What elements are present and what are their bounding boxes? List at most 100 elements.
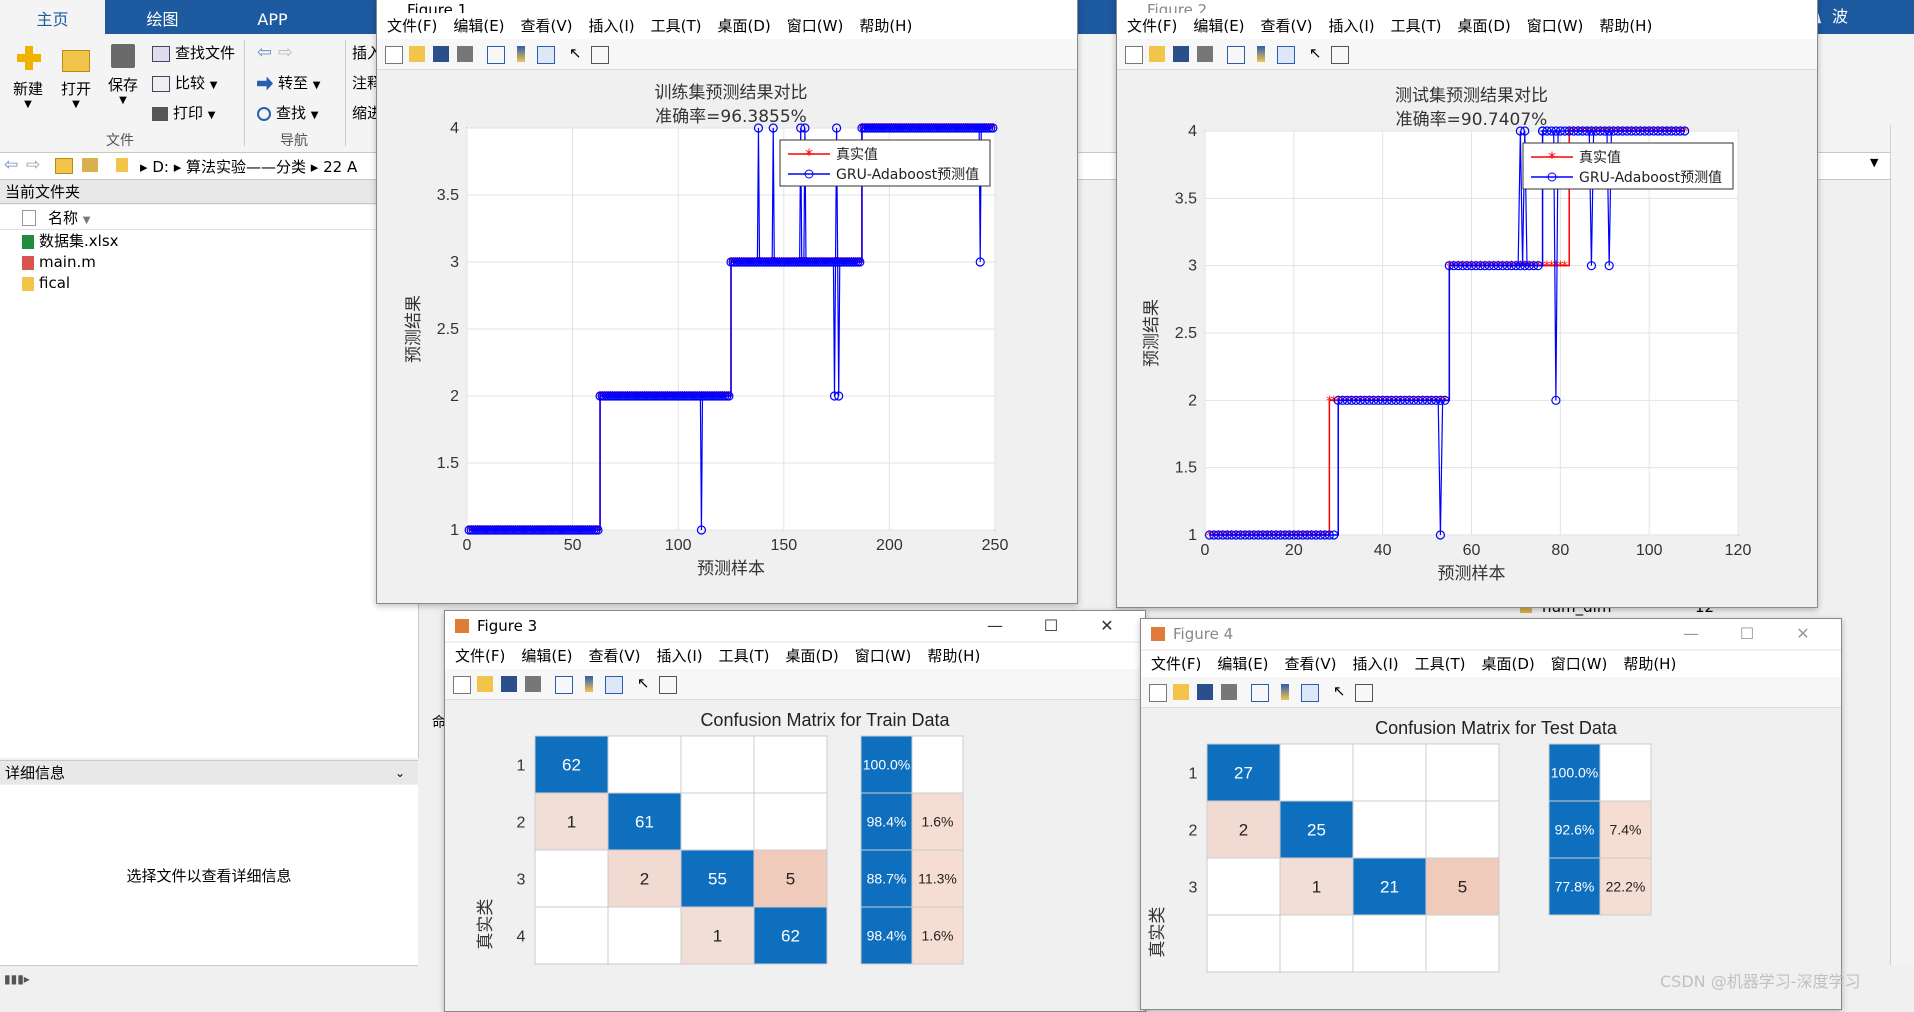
maximize-icon[interactable]: ☐ bbox=[1043, 616, 1059, 635]
menu-view[interactable]: 查看(V) bbox=[520, 17, 573, 35]
save-button[interactable]: 保存 ▼ bbox=[103, 44, 143, 106]
menu-view[interactable]: 查看(V) bbox=[588, 647, 641, 665]
save-figure-icon[interactable] bbox=[501, 676, 517, 692]
menu-insert[interactable]: 插入(I) bbox=[588, 17, 635, 35]
find-files-button[interactable]: 查找文件 bbox=[152, 42, 235, 63]
menu-tools[interactable]: 工具(T) bbox=[650, 17, 702, 35]
tab-apps[interactable]: APP bbox=[220, 0, 325, 34]
link-plot-icon[interactable] bbox=[1227, 46, 1245, 64]
menu-help[interactable]: 帮助(H) bbox=[1599, 17, 1653, 35]
menu-edit[interactable]: 编辑(E) bbox=[521, 647, 573, 665]
tab-plots[interactable]: 绘图 bbox=[110, 0, 215, 34]
breadcrumb-folder1[interactable]: 算法实验——分类 bbox=[186, 158, 307, 176]
print-figure-icon[interactable] bbox=[1197, 46, 1213, 62]
save-figure-icon[interactable] bbox=[1173, 46, 1189, 62]
legend-icon[interactable] bbox=[1277, 46, 1295, 64]
file-item[interactable]: 数据集.xlsx bbox=[22, 231, 119, 251]
back-forward-buttons[interactable]: ⇦ ⇨ bbox=[257, 42, 293, 63]
print-figure-icon[interactable] bbox=[457, 46, 473, 62]
insert-button[interactable]: 插入 bbox=[352, 42, 382, 63]
menu-insert[interactable]: 插入(I) bbox=[1328, 17, 1375, 35]
open-file-icon[interactable] bbox=[1173, 684, 1189, 700]
save-figure-icon[interactable] bbox=[1197, 684, 1213, 700]
menu-insert[interactable]: 插入(I) bbox=[1352, 655, 1399, 673]
menu-edit[interactable]: 编辑(E) bbox=[453, 17, 505, 35]
pointer-icon[interactable]: ↖ bbox=[1333, 682, 1346, 700]
menu-view[interactable]: 查看(V) bbox=[1260, 17, 1313, 35]
print-figure-icon[interactable] bbox=[525, 676, 541, 692]
menu-insert[interactable]: 插入(I) bbox=[656, 647, 703, 665]
details-header[interactable]: 详细信息 ⌄ bbox=[0, 760, 418, 784]
menu-window[interactable]: 窗口(W) bbox=[786, 17, 844, 35]
name-column-header[interactable]: 名称 ▼ bbox=[48, 207, 91, 228]
breadcrumb-folder2[interactable]: 22 A bbox=[323, 158, 358, 176]
close-icon[interactable]: ✕ bbox=[1100, 616, 1114, 635]
colorbar-icon[interactable] bbox=[517, 46, 525, 62]
open-file-icon[interactable] bbox=[409, 46, 425, 62]
up-folder-icon[interactable] bbox=[55, 158, 73, 174]
menu-help[interactable]: 帮助(H) bbox=[927, 647, 981, 665]
new-figure-icon[interactable] bbox=[1149, 684, 1167, 702]
file-item[interactable]: fical bbox=[22, 273, 70, 293]
back-arrow-icon[interactable]: ⇦ bbox=[257, 42, 273, 63]
new-button[interactable]: 新建 ▼ bbox=[8, 44, 48, 110]
browse-folder-icon[interactable] bbox=[82, 158, 98, 172]
property-editor-icon[interactable] bbox=[591, 46, 609, 64]
right-scrollbar[interactable] bbox=[1890, 125, 1914, 965]
menu-tools[interactable]: 工具(T) bbox=[718, 647, 770, 665]
chevron-down-icon[interactable]: ⌄ bbox=[395, 766, 406, 780]
link-plot-icon[interactable] bbox=[1251, 684, 1269, 702]
menu-help[interactable]: 帮助(H) bbox=[859, 17, 913, 35]
property-editor-icon[interactable] bbox=[1331, 46, 1349, 64]
menu-desktop[interactable]: 桌面(D) bbox=[1457, 17, 1511, 35]
menu-window[interactable]: 窗口(W) bbox=[1550, 655, 1608, 673]
find-button[interactable]: 查找 ▼ bbox=[257, 102, 319, 123]
menu-edit[interactable]: 编辑(E) bbox=[1217, 655, 1269, 673]
legend-icon[interactable] bbox=[605, 676, 623, 694]
address-dropdown-icon[interactable]: ▼ bbox=[1870, 156, 1879, 169]
pointer-icon[interactable]: ↖ bbox=[1309, 44, 1322, 62]
figure1-window[interactable]: Figure 1 文件(F) 编辑(E) 查看(V) 插入(I) 工具(T) 桌面(D) 窗… bbox=[376, 0, 1078, 604]
forward-arrow-icon[interactable]: ⇨ bbox=[277, 42, 293, 63]
property-editor-icon[interactable] bbox=[659, 676, 677, 694]
goto-button[interactable]: 转至 ▼ bbox=[257, 72, 321, 93]
property-editor-icon[interactable] bbox=[1355, 684, 1373, 702]
print-button[interactable]: 打印 ▼ bbox=[152, 102, 216, 123]
legend-icon[interactable] bbox=[537, 46, 555, 64]
figure4-window[interactable]: Figure 4 — ☐ ✕ 文件(F) 编辑(E) 查看(V) 插入(I) 工具(T)… bbox=[1140, 618, 1842, 1010]
menu-desktop[interactable]: 桌面(D) bbox=[785, 647, 839, 665]
indent-button[interactable]: 缩进 bbox=[352, 102, 382, 123]
open-file-icon[interactable] bbox=[1149, 46, 1165, 62]
figure3-titlebar[interactable]: Figure 3 — ☐ ✕ bbox=[445, 611, 1145, 641]
open-file-icon[interactable] bbox=[477, 676, 493, 692]
user-name[interactable]: 波 bbox=[1832, 7, 1849, 26]
menu-file[interactable]: 文件(F) bbox=[1151, 655, 1202, 673]
menu-desktop[interactable]: 桌面(D) bbox=[1481, 655, 1535, 673]
comment-button[interactable]: 注释 bbox=[352, 72, 382, 93]
colorbar-icon[interactable] bbox=[1281, 684, 1289, 700]
menu-tools[interactable]: 工具(T) bbox=[1390, 17, 1442, 35]
close-icon[interactable]: ✕ bbox=[1796, 624, 1810, 643]
menu-help[interactable]: 帮助(H) bbox=[1623, 655, 1677, 673]
new-figure-icon[interactable] bbox=[453, 676, 471, 694]
link-plot-icon[interactable] bbox=[555, 676, 573, 694]
new-figure-icon[interactable] bbox=[385, 46, 403, 64]
minimize-icon[interactable]: — bbox=[1683, 624, 1699, 643]
file-item[interactable]: main.m bbox=[22, 252, 96, 272]
menu-file[interactable]: 文件(F) bbox=[387, 17, 438, 35]
menu-desktop[interactable]: 桌面(D) bbox=[717, 17, 771, 35]
figure3-window[interactable]: Figure 3 — ☐ ✕ 文件(F) 编辑(E) 查看(V) 插入(I) 工具(T)… bbox=[444, 610, 1146, 1012]
maximize-icon[interactable]: ☐ bbox=[1739, 624, 1755, 643]
menu-window[interactable]: 窗口(W) bbox=[854, 647, 912, 665]
figure2-window[interactable]: Figure 2 文件(F) 编辑(E) 查看(V) 插入(I) 工具(T) 桌面(D) 窗… bbox=[1116, 0, 1818, 608]
figure4-titlebar[interactable]: Figure 4 — ☐ ✕ bbox=[1141, 619, 1841, 649]
open-button[interactable]: 打开 ▼ bbox=[56, 44, 96, 110]
print-figure-icon[interactable] bbox=[1221, 684, 1237, 700]
minimize-icon[interactable]: — bbox=[987, 616, 1003, 635]
legend[interactable]: * 真实值 GRU-Adaboost预测值 bbox=[1522, 142, 1734, 190]
legend-icon[interactable] bbox=[1301, 684, 1319, 702]
menu-tools[interactable]: 工具(T) bbox=[1414, 655, 1466, 673]
link-plot-icon[interactable] bbox=[487, 46, 505, 64]
menu-window[interactable]: 窗口(W) bbox=[1526, 17, 1584, 35]
new-figure-icon[interactable] bbox=[1125, 46, 1143, 64]
